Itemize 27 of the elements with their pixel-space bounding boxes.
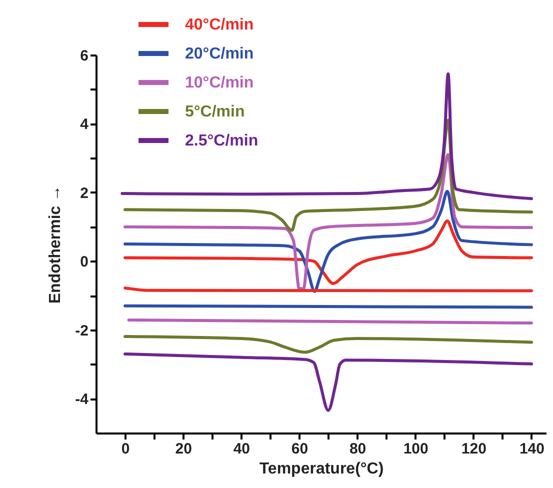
line-series: [124, 153, 533, 290]
x-tick-label: 120: [461, 440, 486, 458]
x-axis-title: Temperature(°C): [259, 460, 384, 478]
x-tick-label: 40: [233, 440, 250, 458]
y-tick-label: 4: [80, 116, 90, 134]
y-axis-title: Endothermic →: [47, 185, 64, 304]
legend-label: 10°C/min: [185, 74, 254, 92]
x-tick-label: 100: [403, 440, 428, 458]
x-tick-label: 80: [349, 440, 366, 458]
line-series: [124, 352, 533, 412]
y-tick-label: 6: [80, 48, 88, 64]
y-tick-label: -2: [75, 322, 88, 340]
legend-label: 5°C/min: [185, 104, 245, 120]
x-tick-label: 60: [291, 440, 308, 458]
line-series: [124, 334, 533, 354]
legend-label: 40°C/min: [185, 16, 254, 34]
y-tick-label: 0: [80, 254, 88, 271]
y-tick-label: 2: [80, 184, 88, 202]
x-tick-label: 0: [121, 440, 130, 458]
legend-label: 20°C/min: [185, 46, 254, 62]
y-tick-label: -4: [75, 391, 90, 408]
line-series: [120, 72, 533, 200]
line-series: [124, 219, 533, 286]
legend-label: 2.5°C/min: [185, 132, 258, 150]
x-tick-label: 140: [519, 440, 544, 458]
line-series: [124, 190, 533, 293]
x-tick-label: 20: [175, 440, 192, 458]
